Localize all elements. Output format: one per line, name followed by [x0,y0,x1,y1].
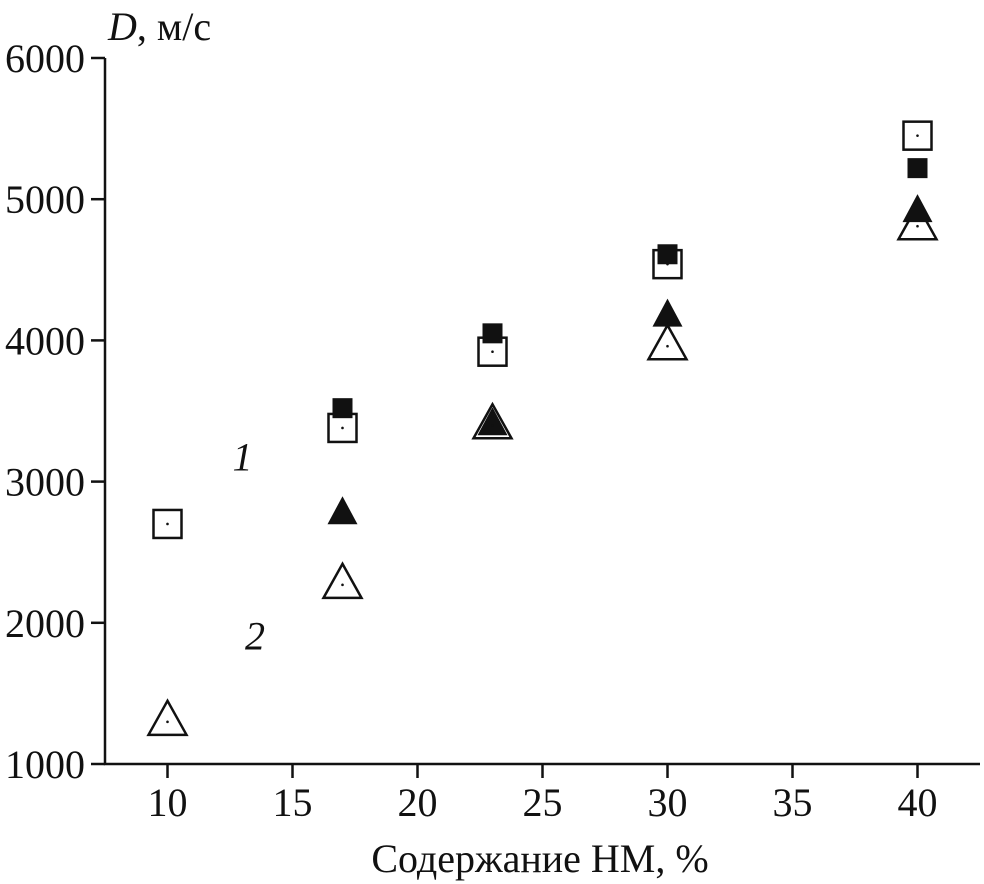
y-tick-label: 2000 [5,601,85,646]
point-center-dot [666,344,669,348]
y-tick-label: 6000 [5,36,85,81]
point-square-filled [482,323,503,344]
point-triangle-filled [477,407,508,436]
series-annotation: 2 [245,614,265,659]
axes [103,58,980,766]
point-center-dot [166,522,169,526]
x-axis-title: Содержание НМ, % [371,836,708,881]
x-tick-label: 30 [648,780,688,825]
series-annotation: 1 [233,434,253,479]
point-center-dot [491,423,494,427]
y-tick-label: 3000 [5,460,85,505]
y-tick-label: 1000 [5,742,85,787]
point-center-dot [341,426,344,430]
y-axis-ticks: 1000 2000 3000 4000 5000 6000 [5,36,105,787]
point-triangle-open [321,561,364,600]
x-tick-label: 35 [773,780,813,825]
point-square-filled [332,398,353,419]
point-square-filled [907,158,928,179]
point-square-filled [657,244,678,265]
x-tick-label: 25 [523,780,563,825]
point-triangle-filled [902,194,933,223]
point-triangle-open [471,401,514,440]
annotations: 12 [233,434,266,658]
point-center-dot [166,720,169,724]
x-tick-label: 20 [398,780,438,825]
y-axis-title: D, м/с [107,4,211,49]
x-tick-label: 10 [148,780,188,825]
y-tick-label: 4000 [5,318,85,363]
x-tick-label: 40 [898,780,938,825]
point-triangle-filled [327,496,358,525]
point-triangle-open [646,322,689,361]
y-axis-symbol: D [107,4,137,49]
x-tick-label: 15 [273,780,313,825]
y-axis-unit: , м/с [137,4,211,49]
point-triangle-open [896,202,939,241]
y-tick-label: 5000 [5,177,85,222]
axis-frame [103,58,980,766]
data-points [146,120,939,737]
point-triangle-open [146,698,189,737]
point-triangle-filled [652,298,683,327]
point-center-dot [916,224,919,228]
point-center-dot [916,134,919,137]
x-axis-ticks: 10 15 20 25 30 35 40 [148,764,938,825]
point-center-dot [491,350,494,353]
point-center-dot [341,583,344,587]
